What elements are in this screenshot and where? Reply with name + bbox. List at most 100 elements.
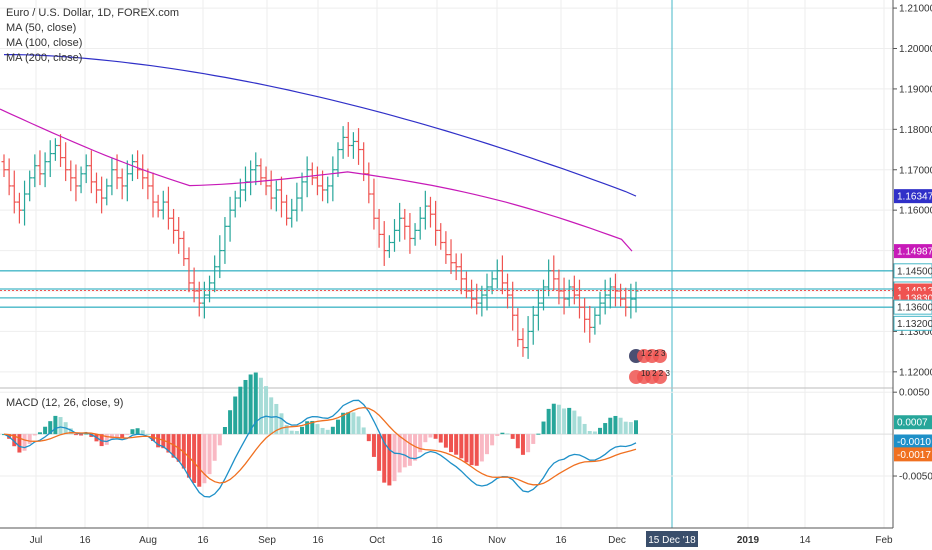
macd-value-label: -0.0010 (894, 434, 932, 449)
histogram-bar (89, 434, 94, 437)
histogram-bar (310, 420, 315, 435)
macd-legend[interactable]: MACD (12, 26, close, 9) (6, 397, 124, 409)
histogram-bar (186, 434, 191, 478)
candle (515, 307, 521, 347)
price-label-text: 1.14500 (897, 266, 932, 277)
y-tick-label: 1.12000 (899, 367, 932, 378)
histogram-bar (531, 434, 536, 444)
histogram-bar (17, 434, 22, 453)
candle (607, 277, 613, 309)
histogram-bar (438, 434, 443, 443)
histogram-bar (73, 434, 78, 436)
histogram-bar (202, 434, 207, 484)
candle (63, 142, 69, 182)
candle (22, 180, 28, 226)
price-label: 1.16347 (894, 189, 932, 204)
histogram-bar (243, 379, 248, 435)
histogram-bar (58, 417, 63, 435)
candle (207, 275, 213, 303)
histogram-bar (335, 419, 340, 435)
y-tick-label: 1.19000 (899, 84, 932, 95)
histogram-bar (346, 412, 351, 435)
symbol-legend[interactable]: Euro / U.S. Dollar, 1D, FOREX.com (6, 7, 179, 19)
candle (628, 283, 634, 319)
crosshair-date-badge (646, 531, 698, 547)
histogram-bar (135, 428, 140, 435)
candle (587, 305, 593, 343)
candle (27, 170, 33, 202)
histogram-bar (341, 412, 346, 435)
histogram-bar (598, 427, 603, 435)
histogram-bar (253, 372, 258, 435)
candle (181, 231, 187, 266)
candle (273, 180, 279, 212)
candle (458, 253, 464, 295)
histogram-bar (443, 434, 448, 448)
histogram-bar (484, 434, 489, 455)
histogram-bar (48, 421, 53, 435)
y-tick-label: 1.16000 (899, 206, 932, 217)
candle (68, 160, 74, 192)
candle (618, 283, 624, 307)
candle (576, 279, 582, 319)
candle (83, 154, 89, 184)
candle (330, 156, 336, 202)
histogram-bar (228, 410, 233, 435)
candle (433, 200, 439, 246)
macd-value-label: -0.0017 (894, 447, 932, 462)
histogram-bar (526, 434, 531, 453)
ma100-legend[interactable]: MA (100, close) (6, 37, 83, 49)
histogram-bar (418, 434, 423, 453)
candle (294, 182, 300, 222)
x-tick-label: 16 (431, 535, 443, 546)
candle (42, 152, 48, 188)
histogram-bar (140, 430, 145, 435)
macd-value-text: -0.0017 (897, 450, 931, 461)
histogram-bar (320, 427, 325, 435)
histogram-bar (572, 410, 577, 435)
candle (37, 150, 43, 186)
histogram-bar (490, 434, 495, 446)
candle (32, 154, 38, 188)
histogram-bar (623, 421, 628, 435)
histogram-bar (233, 396, 238, 435)
y-tick-label: 1.13000 (899, 327, 932, 338)
histogram-bar (366, 434, 371, 442)
ma200-legend[interactable]: MA (200, close) (6, 52, 83, 64)
histogram-bar (300, 426, 305, 435)
histogram-bar (464, 434, 469, 463)
histogram-bar (577, 416, 582, 435)
candle (350, 132, 356, 159)
events-marker[interactable]: 1 2 2 3 10 2 2 3 (629, 349, 670, 384)
ma50-legend[interactable]: MA (50, close) (6, 22, 77, 34)
candle (623, 287, 629, 317)
histogram-bar (382, 434, 387, 483)
histogram-bar (197, 434, 202, 487)
histogram-bar (279, 413, 284, 435)
candle (140, 154, 146, 190)
x-tick-label: 16 (312, 535, 324, 546)
candle (427, 196, 433, 228)
price-label-text: 1.13200 (897, 319, 932, 330)
histogram-bar (12, 434, 17, 447)
macd-histogram (2, 372, 638, 487)
histogram-bar (269, 397, 274, 435)
histogram-bar (500, 432, 505, 435)
candle (150, 172, 156, 218)
histogram-bar (556, 404, 561, 435)
x-tick-label: Dec (608, 535, 626, 546)
histogram-bar (423, 434, 428, 443)
histogram-bar (387, 434, 392, 486)
candle (58, 134, 64, 167)
price-grid (0, 0, 893, 528)
histogram-bar (248, 374, 253, 435)
histogram-bar (582, 423, 587, 435)
candle (109, 158, 115, 196)
histogram-bar (53, 415, 58, 435)
candle (361, 142, 367, 182)
histogram-bar (238, 386, 243, 435)
macd-value-text: 0.0007 (897, 418, 928, 429)
candle (561, 277, 567, 315)
horizontal-levels[interactable] (0, 270, 893, 308)
